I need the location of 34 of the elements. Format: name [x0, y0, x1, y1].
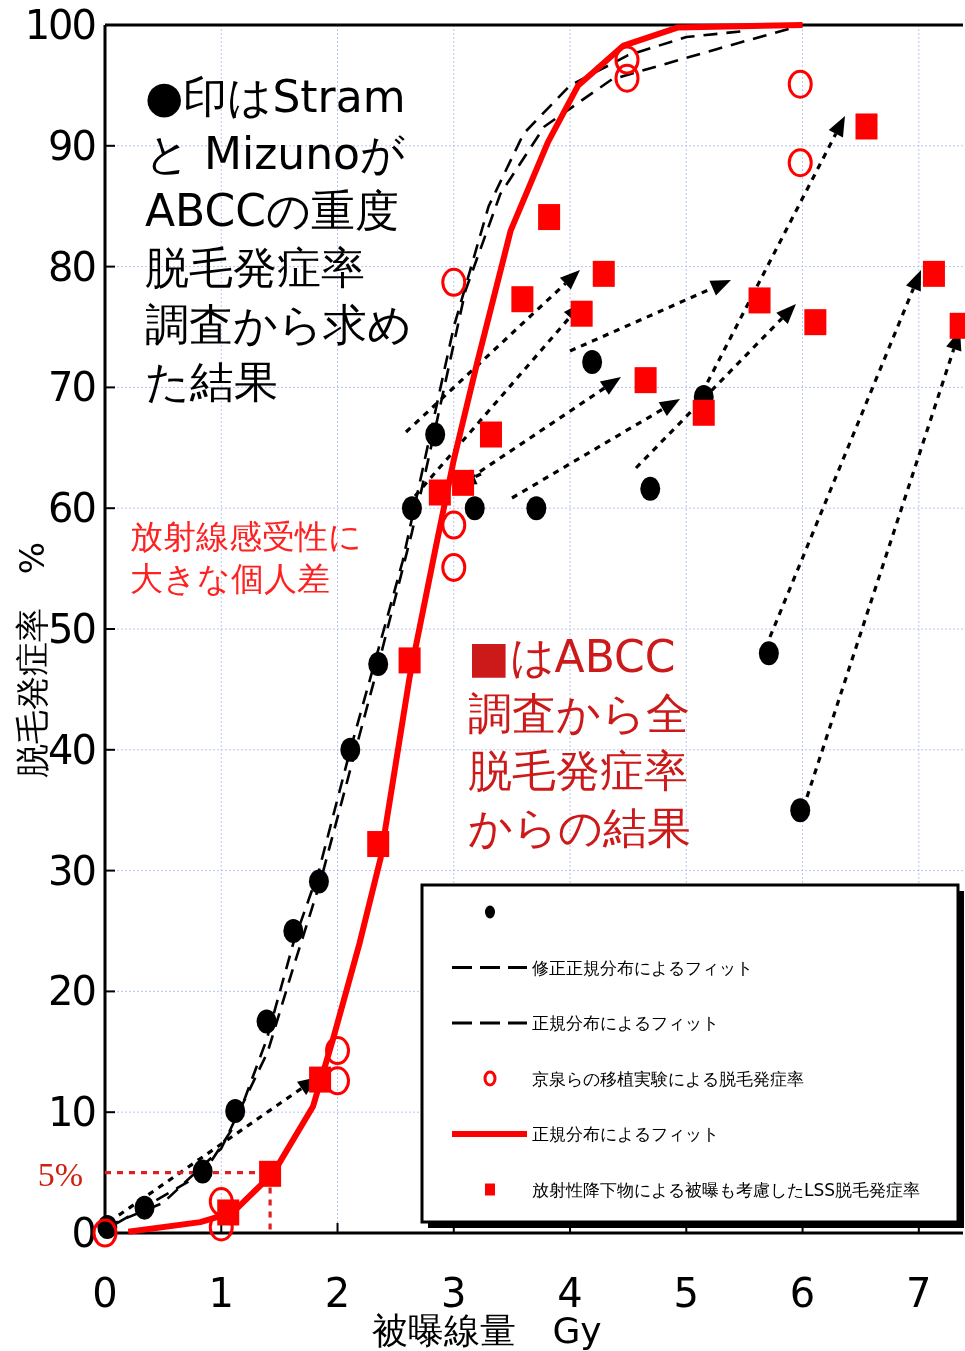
annotation: ■はABCC: [468, 631, 676, 682]
x-tick-label: 5: [673, 1270, 700, 1316]
x-tick-label: 6: [789, 1270, 816, 1316]
legend-label: 正規分布によるフィット: [532, 1013, 719, 1033]
legend-label: 京泉らの移植実験による脱毛発症率: [532, 1068, 804, 1089]
annotation: と Mizunoが: [145, 128, 405, 179]
y-tick-label: 30: [48, 847, 95, 894]
annotation: 脱毛発症率: [145, 242, 365, 293]
annotation: 脱毛発症率: [468, 745, 688, 796]
legend-label: 放射性降下物による被曝も考慮したLSS脱毛発症率: [532, 1179, 921, 1200]
y-tick-label: 10: [48, 1089, 95, 1136]
annotation: 大きな個人差: [130, 559, 330, 598]
annotation: ABCCの重度: [145, 185, 399, 236]
x-tick-label: 7: [906, 1270, 932, 1316]
annotation: ●印はStram: [145, 71, 406, 122]
annotation: 調査から求め: [145, 299, 412, 350]
y-tick-label: 20: [48, 968, 95, 1015]
annotation: た結果: [145, 356, 278, 407]
y-tick-label: 70: [48, 364, 95, 411]
annotation: 5%: [37, 1155, 83, 1193]
y-tick-label: 40: [48, 726, 95, 773]
y-tick-label: 0: [71, 1210, 95, 1256]
y-tick-label: 100: [24, 2, 95, 48]
y-tick-label: 50: [48, 606, 95, 652]
annotation: 調査から全: [468, 688, 690, 739]
y-tick-label: 90: [48, 122, 95, 169]
x-tick-label: 2: [324, 1270, 351, 1316]
annotation: からの結果: [468, 802, 691, 853]
x-tick-label: 1: [208, 1270, 234, 1316]
legend-label: 正規分布によるフィット: [532, 1124, 719, 1144]
y-tick-label: 60: [48, 485, 95, 532]
legend-label: 修正正規分布によるフィット: [532, 957, 753, 978]
annotation: 放射線感受性に: [130, 517, 362, 556]
y-tick-label: 80: [48, 243, 95, 290]
